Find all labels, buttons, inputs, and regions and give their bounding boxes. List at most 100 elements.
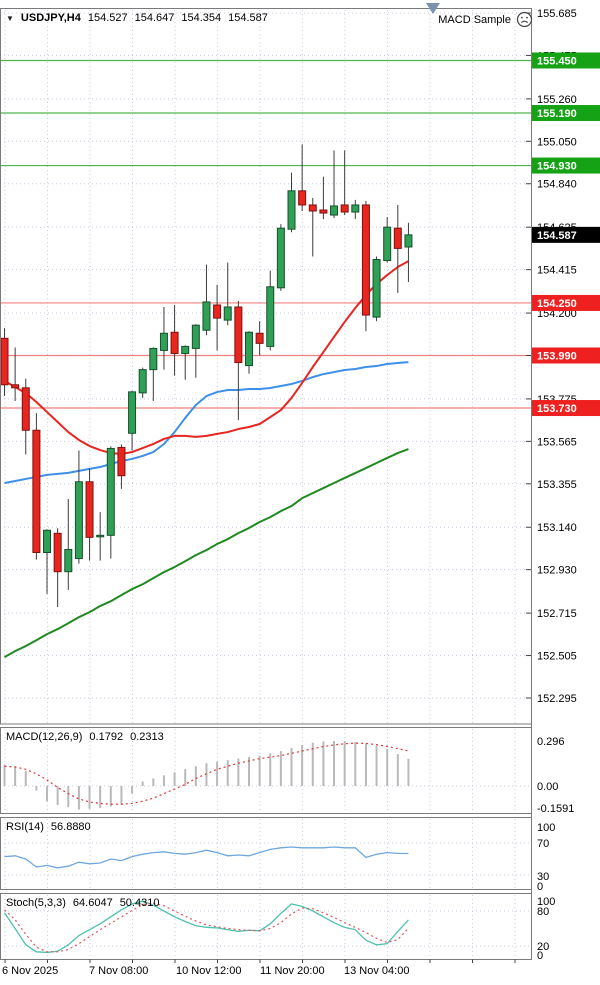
price-badge	[532, 294, 600, 311]
close-value: 154.587	[228, 12, 268, 24]
rsi-value: 56.8880	[50, 821, 91, 833]
date-label: 7 Nov 08:00	[89, 965, 148, 977]
stoch-name: Stoch(5,3,3)	[6, 897, 66, 909]
stoch-d-value: 50.4310	[119, 897, 160, 909]
date-axis: 6 Nov 2025 7 Nov 08:00 10 Nov 12:00 11 Nov …	[2, 959, 516, 977]
rsi-line	[4, 846, 409, 869]
bear-candle	[53, 532, 62, 573]
price-badge-label: 154.250	[537, 298, 577, 310]
macd-name: MACD(12,26,9)	[6, 731, 83, 743]
bull-candle	[64, 548, 73, 573]
attached-indicator[interactable]: MACD Sample	[438, 11, 533, 28]
high-value: 154.647	[134, 12, 175, 24]
chart-shift-marker-icon[interactable]	[426, 3, 440, 14]
price-tick-label: 154.840	[537, 179, 577, 191]
stoch-axis-label: 0	[537, 950, 543, 962]
macd-axis-label: 0.00	[537, 781, 558, 793]
macd-panel-label: MACD(12,26,9) 0.1792 0.2313	[6, 731, 164, 743]
macd-signal-value: 0.2313	[130, 731, 164, 743]
symbol-period-label: USDJPY,H4	[20, 12, 81, 24]
rsi-panel-label: RSI(14) 56.8880	[6, 821, 91, 833]
bull-candle	[266, 286, 275, 347]
sad-face-icon[interactable]	[516, 11, 533, 28]
bull-candle	[244, 331, 253, 367]
stoch-axis-label: 20	[537, 941, 549, 953]
panel-borders	[0, 8, 532, 960]
date-label: 13 Nov 04:00	[344, 965, 409, 977]
bear-candle	[255, 332, 264, 344]
price-badge-label: 153.730	[537, 403, 577, 415]
price-tick-label: 155.260	[537, 94, 577, 106]
rsi-axis-label: 30	[537, 871, 549, 883]
bull-candle	[276, 227, 285, 289]
stoch-k-line	[3, 900, 409, 954]
price-tick-label: 153.140	[537, 522, 577, 534]
bull-candle	[404, 234, 413, 248]
bull-candle	[159, 332, 168, 351]
fast-ma-red	[4, 260, 409, 455]
price-badges: 155.450 155.190 154.930 154.587 154.250 153.9…	[532, 52, 600, 417]
date-label: 6 Nov 2025	[2, 965, 58, 977]
macd-signal-line	[4, 742, 409, 805]
rsi-axis-label: 100	[537, 822, 555, 834]
price-badge	[532, 226, 600, 243]
chart-header: ▼ USDJPY,H4 154.527 154.647 154.354 154.…	[6, 12, 268, 24]
price-tick-label: 153.565	[537, 436, 577, 448]
bear-candle	[117, 446, 126, 477]
bull-candle	[43, 529, 52, 554]
date-label: 11 Nov 20:00	[260, 965, 325, 977]
price-badge	[532, 400, 600, 417]
price-tick-label: 152.295	[537, 693, 577, 705]
bear-candle	[308, 204, 317, 212]
price-tick-label: 154.200	[537, 308, 577, 320]
bull-candle	[128, 391, 137, 434]
bull-candle	[96, 534, 105, 538]
bull-candle	[202, 301, 211, 331]
open-value: 154.527	[87, 12, 128, 24]
low-value: 154.354	[181, 12, 222, 24]
slow-ma-green	[4, 448, 409, 659]
macd-panel	[3, 741, 410, 810]
bull-candle	[351, 204, 360, 213]
rsi-panel	[4, 846, 409, 869]
price-badge-label: 153.990	[537, 350, 577, 362]
price-tick-label: 152.930	[537, 565, 577, 577]
price-tick-label: 155.050	[537, 136, 577, 148]
price-badge-label: 154.930	[537, 161, 577, 173]
rsi-name: RSI(14)	[6, 821, 44, 833]
price-badge	[532, 347, 600, 364]
price-tick-label: 155.685	[537, 8, 577, 20]
bull-candle	[372, 259, 381, 318]
price-badge	[532, 157, 600, 174]
rsi-axis-label: 0	[537, 881, 543, 893]
symbol-dropdown-icon[interactable]: ▼	[6, 13, 14, 23]
rsi-axis-label: 70	[537, 838, 549, 850]
stoch-axis-label: 100	[537, 896, 555, 908]
price-badge-label: 155.190	[537, 108, 577, 120]
mid-ma-blue	[4, 361, 409, 484]
price-tick-label: 152.505	[537, 651, 577, 663]
stoch-panel	[3, 900, 409, 954]
stoch-panel-label: Stoch(5,3,3) 64.6047 50.4310	[6, 897, 159, 909]
price-tick-label: 153.355	[537, 479, 577, 491]
bull-candle	[74, 481, 83, 560]
macd-axis-label: -0.1591	[537, 803, 574, 815]
level-lines	[0, 59, 531, 409]
stoch-d-line	[4, 902, 409, 953]
stoch-k-value: 64.6047	[72, 897, 113, 909]
bull-candle	[191, 324, 200, 349]
date-label: 10 Nov 12:00	[176, 965, 241, 977]
bear-candle	[85, 481, 94, 538]
bull-candle	[383, 226, 392, 262]
stoch-axis-label: 80	[537, 906, 549, 918]
bear-candle	[340, 204, 349, 213]
candlesticks	[0, 144, 413, 608]
moving-averages	[4, 260, 409, 659]
price-badge-label: 155.450	[537, 55, 577, 67]
macd-main-value: 0.1792	[89, 731, 124, 743]
bull-candle	[330, 205, 339, 216]
price-tick-label: 152.715	[537, 608, 577, 620]
